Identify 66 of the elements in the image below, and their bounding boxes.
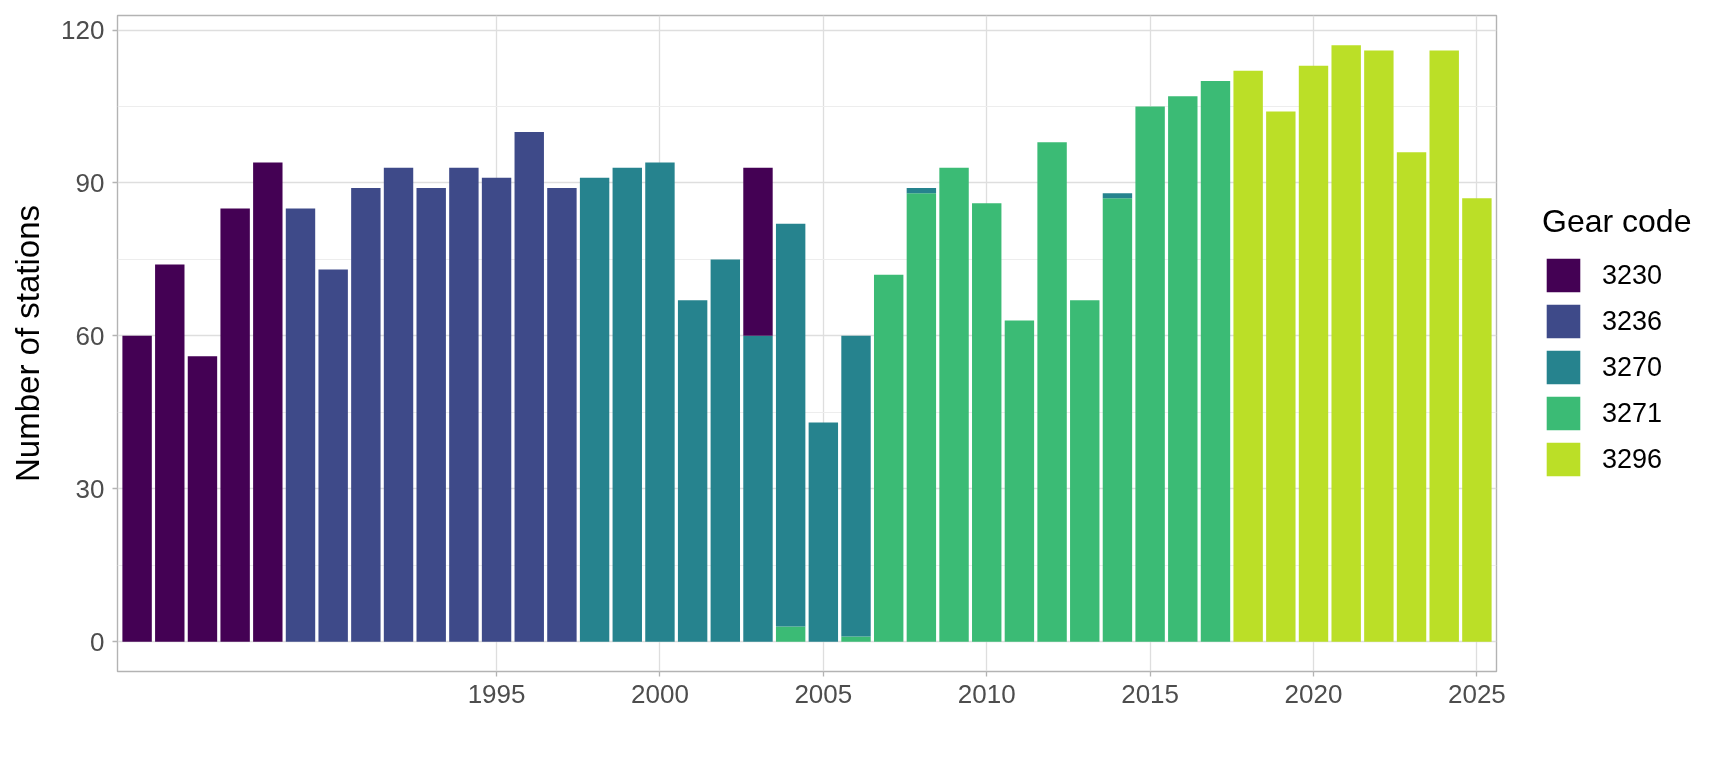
- bar: [972, 203, 1002, 642]
- bar: [645, 162, 675, 642]
- x-tick-label: 2025: [1447, 678, 1506, 709]
- bar: [1396, 152, 1427, 642]
- x-tick-label: 2015: [1121, 678, 1180, 709]
- bar: [318, 269, 348, 642]
- y-axis-title: Number of stations: [9, 205, 47, 482]
- bar: [253, 162, 283, 642]
- bar: [612, 167, 642, 642]
- bar: [1462, 198, 1492, 642]
- bar: [122, 335, 152, 642]
- bar: [743, 167, 773, 336]
- x-tick-label: 2010: [957, 678, 1016, 709]
- legend-title: Gear code: [1542, 203, 1692, 240]
- bar: [873, 274, 904, 642]
- bar: [155, 264, 185, 642]
- x-tick-label: 2000: [631, 678, 689, 709]
- legend-label: 3271: [1602, 396, 1663, 430]
- bar: [579, 177, 610, 642]
- bar: [841, 636, 871, 642]
- bar: [1364, 50, 1394, 642]
- bar: [1233, 70, 1263, 642]
- bar: [743, 335, 773, 642]
- bar: [906, 188, 937, 194]
- bar: [449, 167, 479, 642]
- bar: [383, 167, 414, 642]
- bar: [416, 188, 446, 642]
- bar: [1168, 96, 1198, 642]
- y-tick-label: 90: [75, 167, 105, 198]
- bar: [808, 422, 839, 642]
- bar: [1429, 50, 1459, 642]
- bar: [906, 193, 937, 642]
- bar: [187, 356, 218, 642]
- bar: [1135, 106, 1165, 642]
- bar: [1004, 320, 1035, 642]
- bar: [514, 131, 544, 642]
- bar: [841, 335, 871, 637]
- bar: [775, 626, 806, 642]
- bar: [285, 208, 316, 642]
- bar: [710, 259, 741, 642]
- bar: [775, 223, 806, 627]
- bar: [220, 208, 250, 642]
- bar: [481, 177, 512, 642]
- bar: [1037, 142, 1067, 642]
- x-tick-label: 2020: [1284, 678, 1343, 709]
- y-tick-label: 120: [61, 15, 105, 46]
- bar: [1070, 300, 1100, 642]
- bar: [677, 300, 708, 642]
- bar: [1102, 193, 1133, 199]
- legend-label: 3230: [1602, 258, 1663, 292]
- x-tick-label: 2005: [794, 678, 853, 709]
- bar: [1331, 45, 1361, 642]
- bar: [547, 188, 577, 642]
- y-tick-label: 30: [75, 473, 105, 504]
- bar: [1102, 198, 1133, 642]
- bar: [939, 167, 969, 642]
- y-tick-label: 0: [90, 626, 105, 657]
- legend-label: 3236: [1602, 304, 1663, 338]
- y-tick-label: 60: [75, 320, 105, 351]
- legend-label: 3296: [1602, 442, 1663, 476]
- bar: [1266, 111, 1296, 642]
- x-tick-label: 1995: [467, 678, 526, 709]
- legend-label: 3270: [1602, 350, 1663, 384]
- bar: [1200, 81, 1231, 642]
- bar: [351, 188, 381, 642]
- bar: [1298, 65, 1329, 642]
